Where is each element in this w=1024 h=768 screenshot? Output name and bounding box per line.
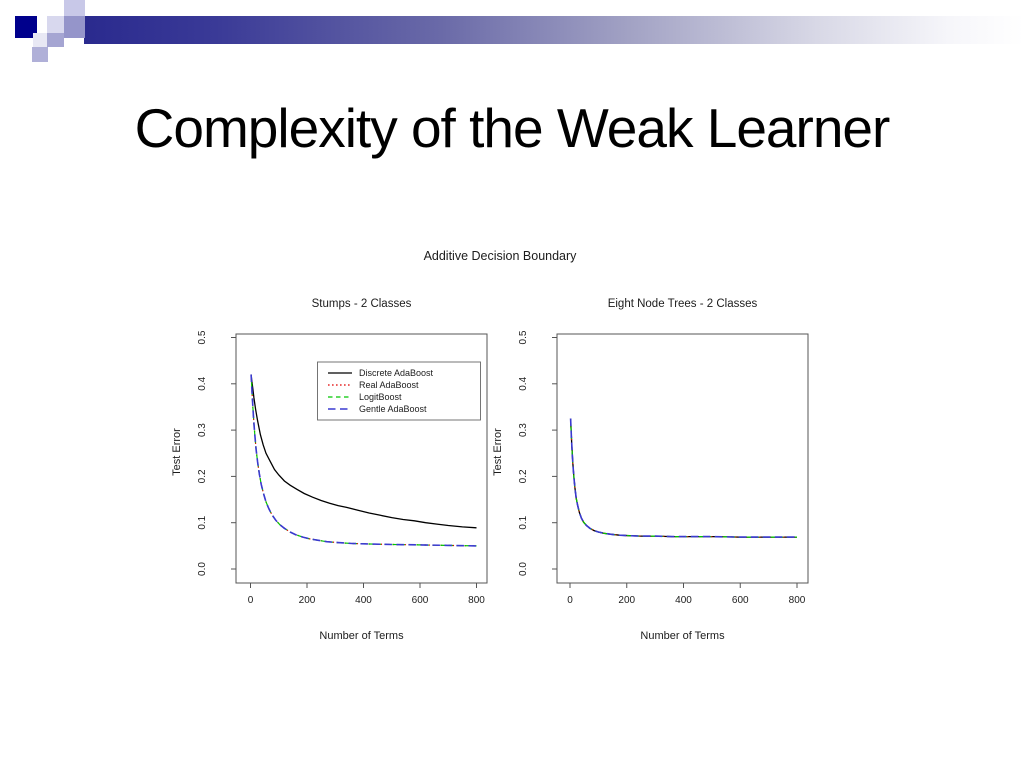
series-discrete-adaboost — [569, 418, 797, 538]
mosaic-square — [64, 16, 85, 38]
series-real-adaboost — [570, 418, 797, 538]
mosaic-square — [15, 16, 37, 38]
x-tick-label: 800 — [468, 595, 485, 606]
x-tick-label: 0 — [248, 595, 254, 606]
mosaic-square — [33, 33, 47, 47]
y-tick-label: 0.4 — [518, 376, 529, 390]
series-discrete-adaboost — [250, 374, 477, 529]
legend-label: Discrete AdaBoost — [359, 368, 434, 378]
x-tick-label: 400 — [675, 595, 692, 606]
mosaic-square — [47, 16, 64, 33]
legend-label: Gentle AdaBoost — [359, 404, 427, 414]
legend-label: LogitBoost — [359, 392, 402, 402]
panel-title: Stumps - 2 Classes — [312, 298, 412, 310]
plot-box — [556, 333, 809, 584]
y-tick-label: 0.2 — [518, 469, 529, 483]
plot-box — [235, 333, 488, 584]
x-tick-label: 0 — [567, 595, 573, 606]
series-logitboost — [570, 418, 797, 538]
y-tick-label: 0.0 — [197, 562, 208, 576]
y-axis-label: Test Error — [171, 428, 183, 476]
series-gentle-adaboost — [569, 418, 797, 538]
chart-panel-2: Eight Node Trees - 2 Classes 0 200 400 600 80… — [492, 298, 809, 642]
y-tick-label: 0.0 — [518, 562, 529, 576]
y-tick-label: 0.2 — [197, 469, 208, 483]
x-tick-label: 800 — [789, 595, 806, 606]
slide-title: Complexity of the Weak Learner — [134, 97, 891, 159]
x-tick-label: 200 — [299, 595, 316, 606]
x-tick-label: 400 — [355, 595, 372, 606]
x-axis-label: Number of Terms — [319, 630, 404, 642]
legend-box — [317, 361, 481, 421]
y-tick-label: 0.3 — [197, 423, 208, 437]
mosaic-square — [32, 47, 48, 62]
x-tick-label: 600 — [412, 595, 429, 606]
banner-gradient-bar — [84, 16, 1024, 44]
series-gentle-adaboost — [250, 374, 477, 547]
y-tick-label: 0.1 — [197, 515, 208, 529]
mosaic-square — [47, 33, 64, 47]
x-tick-label: 600 — [732, 595, 749, 606]
y-tick-label: 0.5 — [518, 330, 529, 344]
mosaic-square — [64, 0, 85, 16]
y-tick-label: 0.5 — [197, 330, 208, 344]
x-tick-label: 200 — [618, 595, 635, 606]
legend-label: Real AdaBoost — [359, 380, 419, 390]
figure-title: Additive Decision Boundary — [424, 249, 578, 263]
y-tick-label: 0.1 — [518, 515, 529, 529]
y-tick-label: 0.3 — [518, 423, 529, 437]
legend: Discrete AdaBoost Real AdaBoost LogitBoost… — [317, 361, 481, 421]
y-tick-label: 0.4 — [197, 376, 208, 390]
y-axis-label: Test Error — [492, 428, 504, 476]
banner — [0, 0, 1024, 64]
panel-title: Eight Node Trees - 2 Classes — [608, 298, 758, 310]
x-axis-label: Number of Terms — [640, 630, 725, 642]
chart-panel-1: Stumps - 2 Classes 0 200 400 600 800 0.0 0.1 0.2… — [171, 298, 488, 642]
